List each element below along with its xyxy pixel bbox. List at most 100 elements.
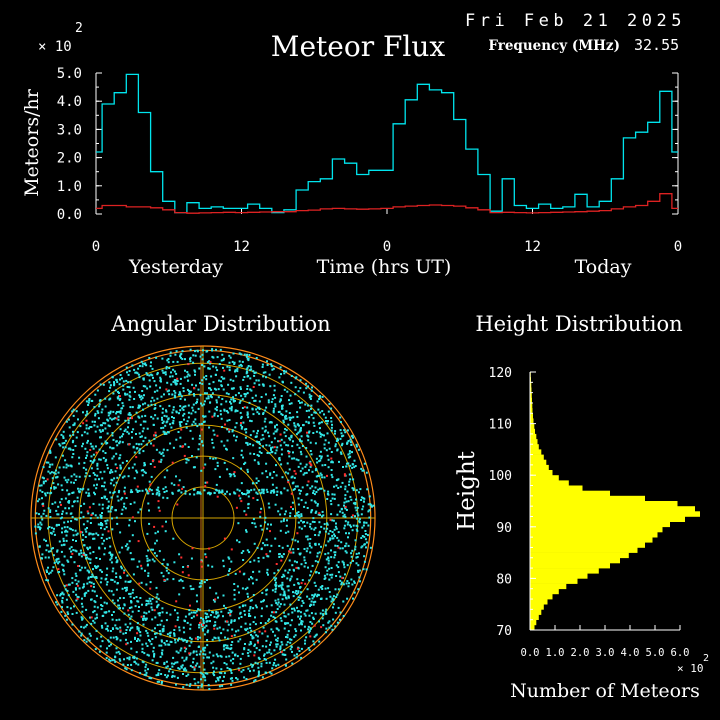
angular-point bbox=[80, 625, 83, 628]
angular-point bbox=[115, 452, 118, 455]
angular-point bbox=[258, 446, 261, 449]
angular-point bbox=[249, 599, 252, 602]
angular-point bbox=[345, 582, 348, 585]
angular-point bbox=[209, 362, 212, 365]
angular-point bbox=[316, 400, 319, 403]
angular-point bbox=[47, 579, 49, 582]
angular-point bbox=[238, 617, 240, 620]
angular-point bbox=[308, 614, 311, 617]
angular-point bbox=[301, 467, 304, 470]
angular-point bbox=[283, 370, 285, 372]
angular-point bbox=[267, 523, 269, 526]
angular-point bbox=[175, 650, 178, 653]
angular-point bbox=[256, 492, 259, 495]
angular-point bbox=[115, 636, 118, 638]
angular-point bbox=[259, 524, 262, 527]
angular-point bbox=[229, 677, 232, 680]
angular-point bbox=[128, 658, 131, 661]
angular-point bbox=[350, 578, 353, 581]
angular-point bbox=[222, 388, 225, 391]
angular-point bbox=[80, 552, 83, 555]
angular-point bbox=[113, 602, 116, 605]
angular-point bbox=[81, 445, 84, 448]
angular-point bbox=[111, 418, 113, 421]
angular-point bbox=[340, 452, 343, 455]
angular-point bbox=[300, 629, 302, 632]
angular-point bbox=[299, 462, 302, 465]
angular-point-red bbox=[71, 552, 74, 555]
angular-point bbox=[364, 538, 367, 541]
angular-point bbox=[236, 367, 239, 370]
angular-point bbox=[266, 544, 269, 547]
angular-point bbox=[70, 528, 73, 531]
angular-point bbox=[118, 474, 121, 477]
angular-point bbox=[219, 348, 222, 351]
angular-point bbox=[80, 634, 83, 637]
angular-point bbox=[317, 488, 320, 491]
angular-point bbox=[260, 396, 263, 398]
angular-point bbox=[155, 596, 158, 599]
angular-point bbox=[161, 418, 164, 421]
angular-point bbox=[260, 438, 263, 441]
angular-point bbox=[236, 370, 239, 373]
angular-point bbox=[265, 593, 268, 596]
angular-point bbox=[261, 528, 264, 531]
angular-point bbox=[123, 505, 125, 508]
angular-point bbox=[157, 674, 160, 676]
angular-point bbox=[172, 380, 175, 383]
angular-point bbox=[133, 657, 136, 660]
angular-point bbox=[215, 388, 218, 391]
angular-point bbox=[206, 579, 208, 581]
angular-point bbox=[230, 620, 233, 623]
angular-point bbox=[323, 523, 326, 526]
angular-point bbox=[142, 615, 145, 618]
angular-point bbox=[298, 430, 301, 433]
angular-point bbox=[126, 371, 128, 374]
angular-point bbox=[96, 462, 99, 465]
angular-point bbox=[191, 423, 194, 426]
angular-point bbox=[160, 682, 163, 685]
angular-point bbox=[166, 431, 169, 434]
angular-point bbox=[178, 593, 181, 596]
angular-point bbox=[105, 537, 108, 540]
angular-point bbox=[294, 628, 297, 631]
angular-point-red bbox=[131, 516, 134, 519]
angular-point bbox=[156, 680, 159, 683]
angular-point bbox=[285, 429, 288, 432]
angular-point bbox=[304, 562, 307, 564]
angular-point bbox=[290, 375, 293, 377]
angular-point bbox=[73, 423, 76, 426]
angular-point bbox=[348, 483, 350, 486]
angular-point bbox=[142, 661, 145, 664]
angular-point bbox=[189, 652, 192, 655]
angular-point bbox=[127, 432, 130, 435]
angular-point bbox=[256, 432, 259, 435]
angular-point bbox=[41, 476, 44, 479]
angular-point bbox=[199, 650, 202, 653]
angular-point bbox=[190, 588, 193, 591]
angular-point bbox=[151, 629, 154, 632]
angular-point bbox=[255, 408, 258, 411]
angular-point bbox=[305, 382, 308, 385]
angular-point bbox=[240, 427, 243, 430]
angular-point bbox=[225, 663, 228, 666]
angular-point bbox=[365, 471, 368, 474]
angular-point bbox=[178, 553, 181, 556]
angular-point bbox=[313, 500, 316, 503]
angular-point-red bbox=[89, 449, 92, 451]
angular-point bbox=[101, 503, 104, 506]
angular-point bbox=[110, 478, 113, 481]
angular-point bbox=[76, 595, 79, 598]
angular-point bbox=[141, 396, 144, 399]
angular-point bbox=[324, 544, 327, 547]
angular-point-red bbox=[280, 651, 283, 653]
angular-point bbox=[56, 594, 59, 597]
angular-point bbox=[122, 388, 125, 391]
angular-point bbox=[169, 668, 172, 670]
angular-point bbox=[160, 640, 163, 643]
angular-point bbox=[352, 489, 355, 492]
angular-point bbox=[233, 492, 236, 495]
angular-point bbox=[153, 407, 156, 410]
angular-point bbox=[60, 433, 63, 436]
angular-point bbox=[328, 578, 331, 581]
